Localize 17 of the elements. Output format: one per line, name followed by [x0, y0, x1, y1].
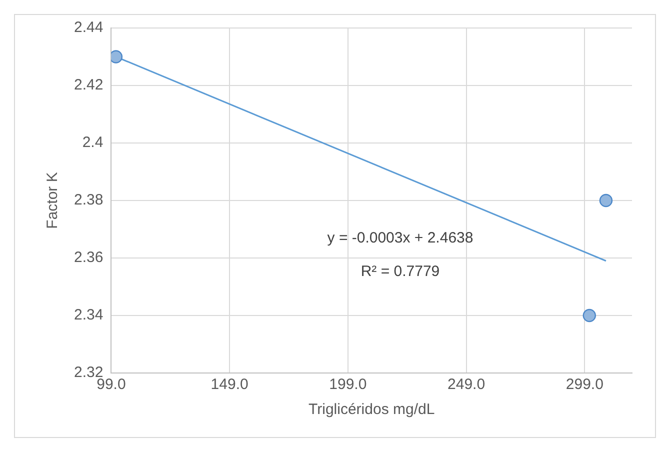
y-tick-label: 2.42	[74, 76, 104, 94]
x-tick-label: 199.0	[329, 376, 367, 394]
y-tick-label: 2.38	[74, 192, 104, 209]
x-tick-label: 249.0	[448, 376, 486, 394]
point	[111, 50, 123, 64]
point	[582, 308, 596, 322]
y-axis-title: Factor K	[44, 172, 62, 229]
x-axis-title: Triglicéridos mg/dL	[308, 401, 435, 418]
y-tick-label: 2.4	[82, 134, 104, 152]
annotation: y = -0.0003x + 2.4638	[327, 230, 474, 247]
y-tick-label: 2.36	[74, 249, 104, 266]
x-tick-label: 299.0	[566, 376, 604, 394]
x-tick-label: 149.0	[210, 376, 248, 394]
y-tick-label: 2.34	[74, 306, 104, 324]
point	[599, 194, 613, 208]
annotation: R² = 0.7779	[360, 263, 440, 280]
y-tick-label: 2.44	[74, 19, 104, 36]
